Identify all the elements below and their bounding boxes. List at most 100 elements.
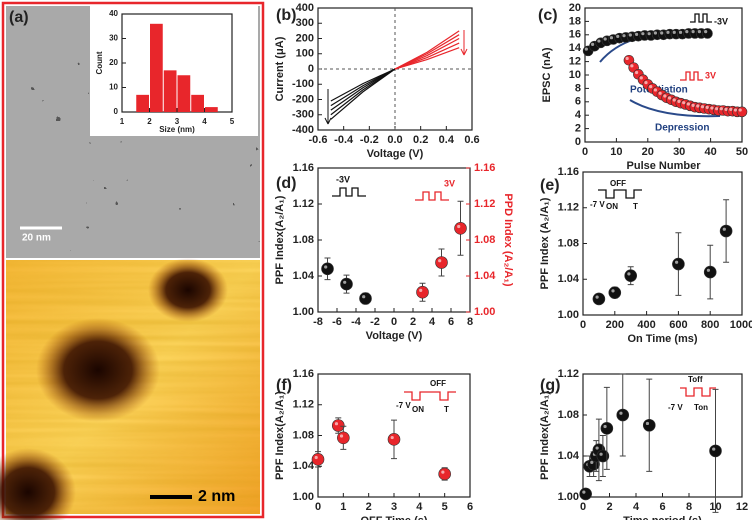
annotation: 2 nm xyxy=(198,488,235,505)
iv-curve xyxy=(330,68,396,102)
point-highlight xyxy=(419,288,423,292)
annotation: (f) xyxy=(276,377,292,394)
point-highlight xyxy=(663,94,667,98)
annotation: (b) xyxy=(276,7,296,24)
annotation: T xyxy=(633,202,638,211)
stm-feature xyxy=(148,258,228,322)
data-point xyxy=(672,257,685,271)
point-highlight xyxy=(611,289,615,293)
point-highlight xyxy=(675,260,679,264)
iv-curve xyxy=(394,37,460,70)
annotation: -3V xyxy=(714,16,728,26)
point-highlight xyxy=(339,434,344,438)
y-tick-label: 0 xyxy=(114,107,119,116)
y-tick-label: 1.04 xyxy=(558,450,580,462)
histogram-bar xyxy=(150,23,163,112)
data-point xyxy=(435,256,448,269)
data-point xyxy=(454,222,467,235)
pulse-icon xyxy=(598,189,642,199)
y-tick-label: -100 xyxy=(292,78,314,90)
histogram-bar xyxy=(136,94,149,112)
point-highlight xyxy=(724,107,728,111)
iv-curve xyxy=(330,68,396,120)
point-highlight xyxy=(595,446,599,450)
y2-tick-label: 1.16 xyxy=(474,162,495,174)
x-tick-label: -4 xyxy=(351,316,362,328)
histogram-bar xyxy=(163,70,177,112)
data-point xyxy=(736,106,748,118)
data-point xyxy=(596,449,610,463)
y-axis-label: PPF Index (A₂/A₁) xyxy=(539,197,551,289)
annotation: Ton xyxy=(694,403,708,412)
stm-feature xyxy=(0,448,76,520)
point-highlight xyxy=(722,227,726,231)
y-axis-label: Count xyxy=(95,51,104,74)
y-tick-label: -300 xyxy=(292,109,314,121)
y-tick-label: 1.08 xyxy=(558,237,579,249)
y2-tick-label: 1.12 xyxy=(474,198,495,210)
point-highlight xyxy=(685,30,689,34)
y-tick-label: 1.04 xyxy=(558,273,580,285)
y-tick-label: 16 xyxy=(569,29,581,41)
point-highlight xyxy=(729,107,733,111)
x-tick-label: 4 xyxy=(202,117,207,126)
data-point xyxy=(703,265,717,279)
point-highlight xyxy=(715,107,719,111)
x-tick-label: -0.2 xyxy=(360,134,379,146)
point-highlight xyxy=(634,32,639,36)
y-tick-label: 1.12 xyxy=(293,198,314,210)
x-tick-label: 1 xyxy=(120,117,125,126)
pulse-icon xyxy=(680,387,716,397)
point-highlight xyxy=(660,31,664,35)
point-highlight xyxy=(457,224,461,229)
point-highlight xyxy=(682,101,686,105)
y-tick-label: 20 xyxy=(569,2,581,14)
data-point xyxy=(331,419,345,432)
histogram-bar xyxy=(191,94,204,112)
annotation: (c) xyxy=(538,7,558,24)
annotation: -3V xyxy=(336,174,350,184)
x-tick-label: 800 xyxy=(701,319,719,331)
annotation: -7 V xyxy=(590,200,605,209)
data-point xyxy=(387,433,401,446)
point-highlight xyxy=(705,105,709,109)
point-highlight xyxy=(653,88,658,92)
point-highlight xyxy=(697,30,701,34)
sweep-arrow xyxy=(324,89,332,125)
point-highlight xyxy=(639,76,643,80)
y2-tick-label: 1.08 xyxy=(474,234,495,246)
x-axis-label: Time period (s) xyxy=(623,515,702,520)
point-highlight xyxy=(622,34,626,38)
x-tick-label: 400 xyxy=(637,319,655,331)
data-point xyxy=(616,408,630,422)
x-tick-label: 3 xyxy=(175,117,180,126)
x-tick-label: -0.4 xyxy=(334,134,354,146)
x-tick-label: 1 xyxy=(340,501,346,513)
histogram-bar xyxy=(177,75,191,112)
point-highlight xyxy=(641,32,645,36)
pulse-icon xyxy=(690,13,712,23)
y-tick-label: -400 xyxy=(292,124,314,136)
annotation: ON xyxy=(606,202,618,211)
y-tick-label: 1.00 xyxy=(558,491,579,503)
point-highlight xyxy=(653,31,658,35)
point-highlight xyxy=(324,265,328,269)
point-highlight xyxy=(603,424,607,429)
x-tick-label: -8 xyxy=(313,316,323,328)
point-highlight xyxy=(603,37,607,41)
x-tick-label: 6 xyxy=(448,316,454,328)
x-tick-label: 0.6 xyxy=(464,134,479,146)
y-tick-label: -200 xyxy=(292,93,314,105)
point-highlight xyxy=(686,102,690,106)
iv-curve xyxy=(394,30,460,70)
y-axis-label: PPF Index(A₂/A₁) xyxy=(539,391,551,480)
stm-feature xyxy=(36,318,160,422)
point-highlight xyxy=(710,106,714,110)
x-tick-label: 50 xyxy=(736,146,748,158)
annotation: OFF xyxy=(610,179,626,188)
x-tick-label: 4 xyxy=(429,316,436,328)
point-highlight xyxy=(616,34,620,38)
x-tick-label: 0 xyxy=(580,501,586,513)
annotation: OFF xyxy=(430,379,446,388)
x-tick-label: 0.4 xyxy=(439,134,455,146)
